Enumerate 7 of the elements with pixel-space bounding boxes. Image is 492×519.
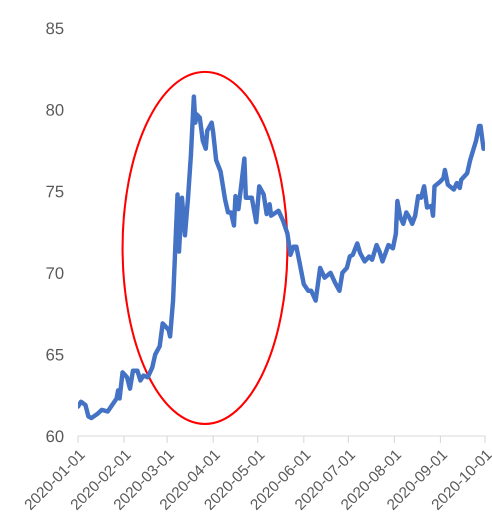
y-tick-label: 60 — [46, 430, 64, 442]
y-tick-label: 75 — [46, 186, 64, 198]
y-tick-label: 70 — [46, 267, 64, 280]
y-tick-label: 65 — [46, 348, 64, 361]
line-series — [78, 94, 485, 420]
y-tick-label: 85 — [46, 22, 64, 34]
y-tick-label: 80 — [46, 104, 64, 116]
